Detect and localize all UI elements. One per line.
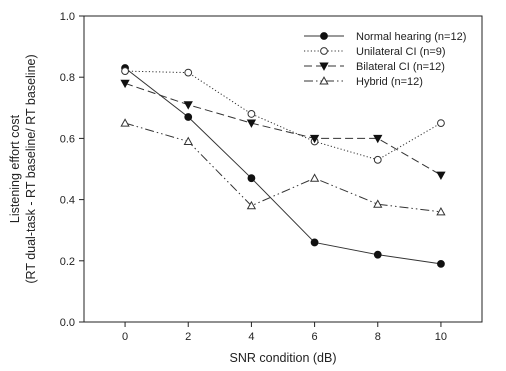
series-filled-triangle-down [120,79,446,180]
series-open-triangle-up [120,118,446,216]
data-point [309,134,320,144]
data-point [184,113,193,121]
y-tick-label: 0.4 [60,195,75,207]
legend-marker [320,47,328,55]
data-point [373,155,382,164]
x-tick-label: 0 [122,331,128,343]
data-point [310,238,319,247]
series-line [124,122,441,213]
data-point [436,171,446,180]
data-point [183,101,193,110]
x-tick-label: 4 [248,331,254,343]
x-axis-title: SNR condition (dB) [230,351,337,365]
x-tick-label: 10 [435,331,447,343]
data-point [247,110,256,118]
legend-entry: Normal hearing (n=12) [304,31,466,43]
data-point [184,68,193,77]
data-point [437,119,445,127]
legend-label: Unilateral CI (n=9) [356,46,446,58]
x-tick-label: 8 [375,331,381,343]
y-axis-title-line-2: (RT dual-task - RT baseline/ RT baseline… [24,54,38,283]
y-tick-label: 0.6 [60,133,75,145]
legend-label: Bilateral CI (n=12) [356,61,445,73]
y-tick-label: 0.2 [60,256,75,268]
data-point [309,173,320,182]
series-line [124,67,442,265]
x-tick-label: 6 [312,331,318,343]
data-point [437,259,445,268]
legend-entry: Bilateral CI (n=12) [304,61,445,73]
y-axis-title-line-1: Listening effort cost [8,114,22,223]
plot-frame [83,15,483,323]
series-filled-circle [121,64,445,268]
data-point [373,199,383,208]
y-axis-title: Listening effort cost (RT dual-task - RT… [8,54,38,283]
y-tick-label: 1.0 [60,11,75,23]
data-point [121,67,129,75]
data-point [120,79,130,89]
legend-entry: Unilateral CI (n=9) [304,46,446,58]
legend-label: Hybrid (n=12) [356,76,423,88]
data-point [246,119,257,128]
legend: Normal hearing (n=12) Unilateral CI (n=9)… [304,31,466,88]
legend-marker [320,32,328,40]
data-point [183,136,193,145]
data-point [120,118,130,127]
legend-label: Normal hearing (n=12) [356,31,466,43]
legend-marker [319,62,329,71]
plot-area: 0.0 0.2 0.4 0.6 0.8 1.0 0 2 4 6 8 10 Normal hearing … [60,11,483,343]
x-tick-label: 2 [185,331,191,343]
legend-marker [319,76,329,85]
data-point [373,250,382,259]
data-point [373,134,383,144]
data-point [246,200,257,210]
data-point [436,207,446,216]
y-tick-label: 0.8 [60,72,75,84]
data-point [247,174,256,183]
legend-entry: Hybrid (n=12) [304,76,423,88]
series-line [124,82,442,176]
y-tick-label: 0.0 [60,317,75,329]
